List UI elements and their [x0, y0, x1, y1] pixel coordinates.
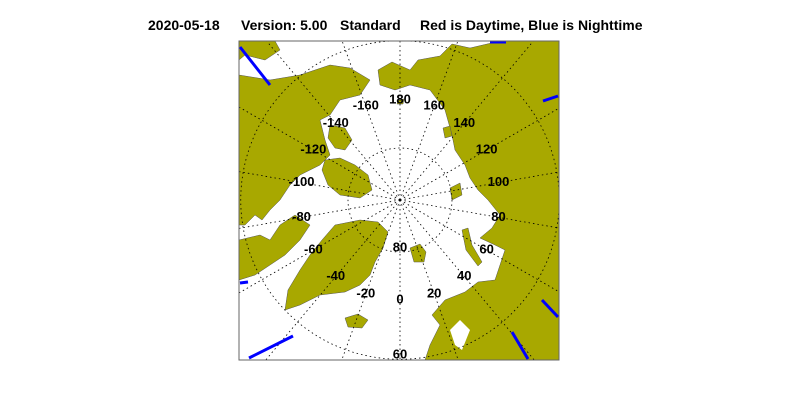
longitude-label: 0	[396, 291, 403, 306]
latitude-label: 80	[393, 239, 407, 254]
latitude-label: 60	[393, 347, 407, 362]
meridian-line	[266, 41, 401, 201]
night-line	[239, 280, 249, 285]
meridian-line	[265, 199, 401, 360]
land-arctic-islands	[321, 157, 373, 199]
land-severnaya-zemlya	[449, 182, 463, 201]
land-north-america	[239, 64, 371, 226]
land-greenland	[284, 219, 389, 311]
map-frame	[238, 40, 560, 361]
meridian-line	[399, 199, 459, 360]
longitude-label: -100	[289, 174, 315, 189]
night-line	[540, 298, 559, 319]
longitude-label: 180	[389, 91, 411, 106]
latitude-circle	[240, 41, 559, 360]
longitude-label: 120	[476, 141, 498, 156]
longitude-label: -60	[304, 241, 323, 256]
land-wrangel	[396, 98, 405, 105]
land-canada-south	[239, 214, 311, 281]
longitude-label: -80	[292, 209, 311, 224]
title-date: 2020-05-18	[148, 17, 220, 33]
longitude-label: 60	[479, 241, 493, 256]
land-iceland	[344, 313, 369, 329]
land-svalbard	[409, 243, 427, 263]
night-line	[239, 46, 272, 86]
title-legend: Red is Daytime, Blue is Nighttime	[420, 17, 643, 33]
longitude-label: -20	[356, 285, 375, 300]
night-line	[248, 334, 294, 360]
longitude-label: 20	[427, 285, 441, 300]
nighttime-lines	[239, 41, 559, 360]
longitude-label: -120	[300, 141, 326, 156]
graticule	[239, 41, 559, 360]
meridian-line	[239, 171, 401, 201]
land-new-siberian-islands	[442, 125, 453, 139]
longitude-label: 40	[457, 268, 471, 283]
longitude-label: 80	[491, 209, 505, 224]
land-novaya-zemlya	[461, 227, 483, 267]
meridian-line	[341, 199, 401, 360]
land	[239, 41, 559, 360]
meridian-line	[239, 199, 401, 229]
longitude-label: 140	[453, 115, 475, 130]
meridian-line	[399, 41, 534, 201]
land-alaska	[239, 41, 281, 61]
meridian-line	[341, 41, 401, 201]
meridian-line	[399, 199, 535, 360]
longitude-label: 100	[488, 174, 510, 189]
longitude-label: 160	[423, 97, 445, 112]
longitude-label: -40	[326, 268, 345, 283]
latitude-circle	[347, 147, 453, 253]
title-version: Version: 5.00	[241, 17, 328, 33]
title-mode: Standard	[340, 17, 401, 33]
night-line	[510, 331, 530, 360]
land-ellesmere	[327, 124, 353, 151]
longitude-label: -160	[353, 97, 379, 112]
night-line	[542, 94, 559, 103]
land-eurasia	[377, 41, 559, 360]
longitude-label: -140	[323, 115, 349, 130]
meridian-line	[399, 41, 459, 201]
plot-title: 2020-05-18 Version: 5.00 Standard Red is…	[0, 17, 800, 97]
